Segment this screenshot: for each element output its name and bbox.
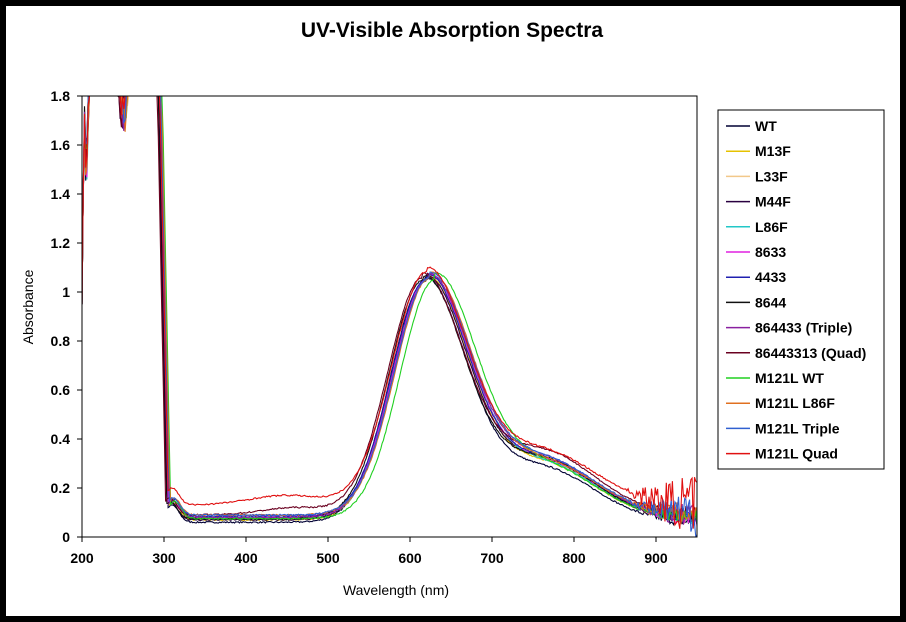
legend-label: 86443313 (Quad): [755, 345, 866, 361]
legend-label: L33F: [755, 168, 788, 184]
axes-layer: 0 0.2 0.4 0.6 0.8 1 1.2 1.4 1.6 1.8 200 300 400 500 60…: [51, 88, 698, 566]
y-tick-label: 1.2: [51, 235, 71, 251]
y-tick-label: 0: [62, 529, 70, 545]
x-axis-label: Wavelength (nm): [343, 582, 449, 598]
chart-title: UV-Visible Absorption Spectra: [301, 19, 604, 42]
y-tick-label: 0.4: [51, 431, 71, 447]
x-tick-label: 600: [398, 550, 422, 566]
legend: WT M13F L33F M44F L86F 8633 4433 8644 864433 (Tr…: [717, 109, 885, 470]
legend-label: 8644: [755, 294, 786, 310]
series-line-13: [82, 96, 697, 529]
y-tick-label: 1: [62, 284, 70, 300]
legend-label: L86F: [755, 219, 788, 235]
x-tick-label: 900: [644, 550, 668, 566]
plot-border: [81, 95, 698, 538]
x-tick-label: 300: [152, 550, 176, 566]
legend-label: M121L WT: [755, 370, 824, 386]
y-tick-label: 1.4: [51, 186, 71, 202]
x-tick-label: 500: [316, 550, 340, 566]
legend-label: WT: [755, 118, 777, 134]
x-tick-label: 400: [234, 550, 258, 566]
plot-area: [82, 96, 697, 537]
chart-frame: UV-Visible Absorption Spectra 0 0.2 0.4 0.6…: [6, 6, 900, 616]
legend-label: M121L L86F: [755, 395, 835, 411]
legend-box: [717, 109, 885, 470]
y-tick-label: 0.2: [51, 480, 71, 496]
y-tick-label: 0.6: [51, 382, 71, 398]
x-tick-label: 200: [70, 550, 94, 566]
series-line-12: [82, 96, 697, 537]
series-line-11: [82, 96, 697, 525]
plot-background: [82, 96, 697, 537]
legend-label: M121L Triple: [755, 420, 840, 436]
legend-label: M13F: [755, 143, 791, 159]
y-tick-label: 1.8: [51, 88, 71, 104]
y-tick-label: 1.6: [51, 137, 71, 153]
absorption-chart: UV-Visible Absorption Spectra 0 0.2 0.4 0.6…: [20, 19, 885, 598]
legend-label: 864433 (Triple): [755, 320, 852, 336]
legend-label: M44F: [755, 194, 791, 210]
legend-label: M121L Quad: [755, 446, 838, 462]
legend-label: 4433: [755, 269, 786, 285]
x-tick-label: 800: [562, 550, 586, 566]
series-layer: [82, 96, 697, 537]
y-axis-label: Absorbance: [20, 269, 36, 344]
series-line-10: [82, 96, 697, 525]
legend-label: 8633: [755, 244, 786, 260]
series-group: [82, 96, 697, 537]
y-tick-label: 0.8: [51, 333, 71, 349]
x-tick-label: 700: [480, 550, 504, 566]
series-line-7: [82, 96, 697, 522]
